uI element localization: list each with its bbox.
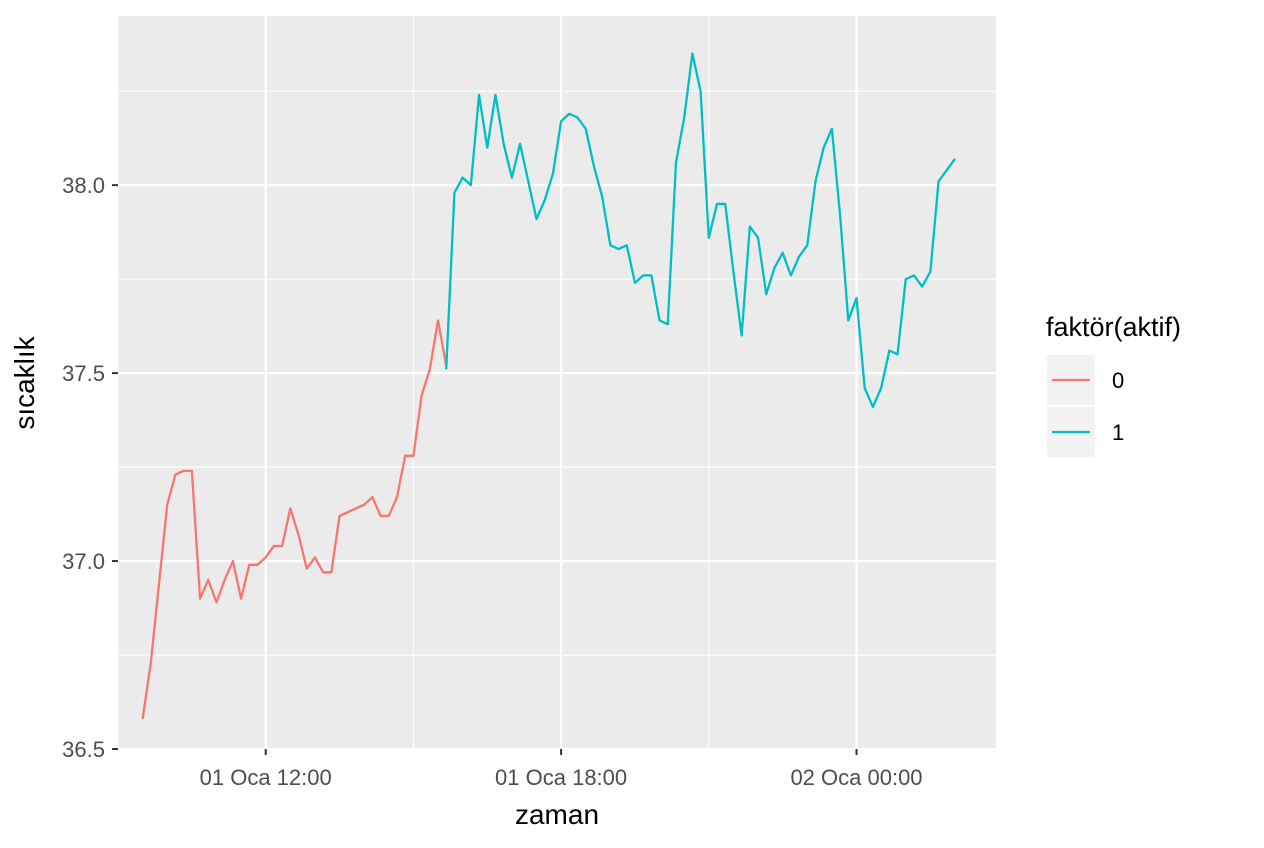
series-line-0 bbox=[141, 319, 448, 720]
x-axis-title: zaman bbox=[515, 799, 599, 830]
y-tick-label: 36.5 bbox=[62, 737, 105, 762]
y-tick-label: 37.0 bbox=[62, 549, 105, 574]
x-tick-label: 01 Oca 12:00 bbox=[200, 765, 332, 790]
plot-panel bbox=[118, 16, 996, 749]
legend: faktör(aktif) 01 bbox=[1046, 312, 1181, 457]
major-gridlines bbox=[118, 16, 996, 751]
x-tick-label: 01 Oca 18:00 bbox=[495, 765, 627, 790]
x-axis: 01 Oca 12:00 01 Oca 18:00 02 Oca 00:00 bbox=[200, 749, 923, 790]
x-tick-label: 02 Oca 00:00 bbox=[790, 765, 922, 790]
series-lines bbox=[141, 52, 956, 720]
y-axis-title: sıcaklık bbox=[9, 335, 40, 429]
legend-title: faktör(aktif) bbox=[1046, 312, 1181, 342]
legend-label-0: 0 bbox=[1112, 368, 1124, 393]
legend-label-1: 1 bbox=[1112, 420, 1124, 445]
y-axis: 36.5 37.0 37.5 38.0 bbox=[62, 173, 118, 762]
y-tick-label: 37.5 bbox=[62, 361, 105, 386]
series-line-1 bbox=[445, 52, 956, 409]
y-tick-label: 38.0 bbox=[62, 173, 105, 198]
legend-items: 01 bbox=[1047, 355, 1124, 457]
minor-gridlines bbox=[117, 16, 996, 749]
